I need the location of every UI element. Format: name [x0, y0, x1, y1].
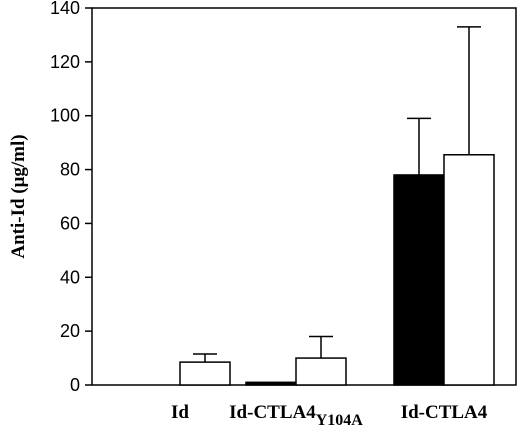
- labels: 0 20 40 60 80 100 120 140 Id Id-CTLA4Y104A Id-CTLA…: [8, 0, 488, 425]
- bar: [443, 154, 495, 386]
- y-tick-label: 40: [60, 267, 80, 287]
- bar: [393, 174, 445, 386]
- y-tick-label: 20: [60, 321, 80, 341]
- bar: [245, 381, 297, 386]
- y-tick-label: 100: [50, 106, 80, 126]
- x-category-label: Id-CTLA4: [401, 402, 488, 423]
- bar: [295, 357, 347, 386]
- y-tick-label: 80: [60, 160, 80, 180]
- y-tick-label: 0: [70, 375, 80, 395]
- bars: [179, 26, 495, 386]
- y-tick-label: 140: [50, 0, 80, 18]
- x-category-label: Id-CTLA4Y104A: [229, 402, 363, 425]
- y-tick-label: 120: [50, 52, 80, 72]
- bar: [179, 361, 231, 386]
- y-axis-label: Anti-Id (μg/ml): [8, 134, 29, 258]
- y-tick-label: 60: [60, 213, 80, 233]
- x-category-label: Id: [171, 402, 189, 423]
